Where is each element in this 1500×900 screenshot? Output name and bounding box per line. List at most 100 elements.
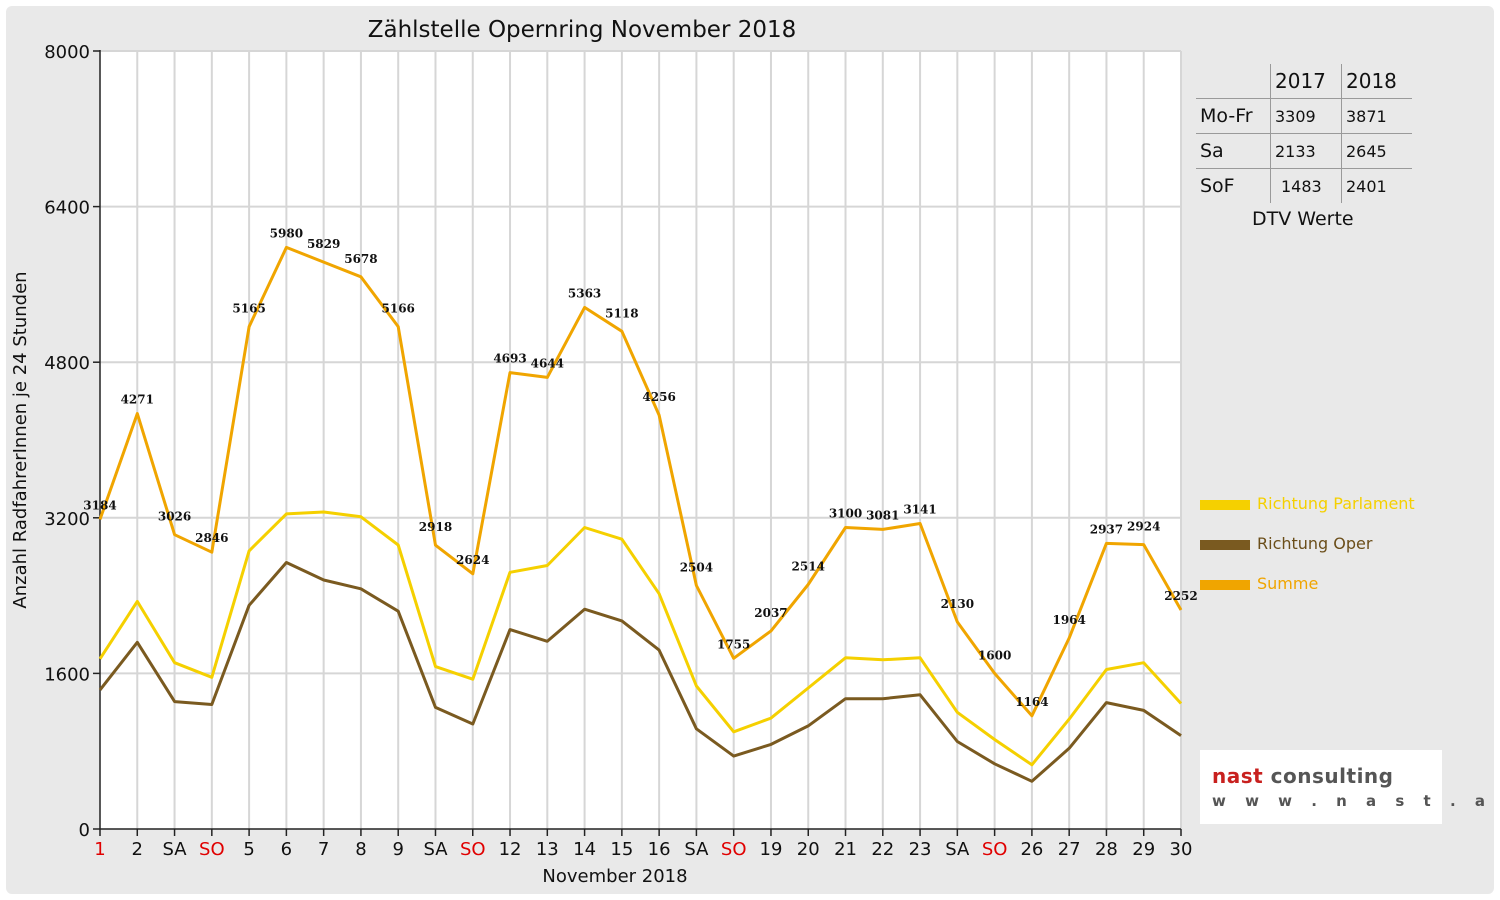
data-label: 2918 — [419, 520, 452, 534]
series-line-summe — [98, 245, 1183, 718]
x-tick-label: 28 — [1095, 839, 1118, 860]
y-tick-label: 1600 — [44, 664, 90, 685]
dtv-row-mofr: Mo-Fr 3309 3871 — [1196, 98, 1412, 134]
series-line-richtung-parlament — [98, 510, 1183, 767]
legend-swatch-summe — [1200, 580, 1250, 590]
y-axis-label: Anzahl RadfahrerInnen je 24 Stunden — [10, 271, 31, 608]
x-tick-label: SO — [982, 839, 1008, 860]
x-tick-label: SA — [423, 839, 448, 860]
x-tick-label: 27 — [1058, 839, 1081, 860]
data-label: 5363 — [568, 286, 601, 300]
data-label: 2130 — [941, 597, 974, 611]
data-label: 1755 — [717, 637, 750, 651]
dtv-table: 2017 2018 Mo-Fr 3309 3871 Sa 2133 2645 S… — [1196, 64, 1416, 203]
x-tick-label: 8 — [355, 839, 366, 860]
x-tick-label: 21 — [834, 839, 857, 860]
data-label: 1600 — [978, 648, 1011, 662]
dtv-header-empty — [1196, 64, 1271, 99]
logo-wordmark: nast consulting — [1212, 764, 1393, 788]
x-tick-label: 30 — [1170, 839, 1193, 860]
series-line-richtung-oper — [98, 561, 1182, 783]
dtv-row-label: SoF — [1196, 168, 1271, 203]
logo-url: w w w . n a s t . a t — [1212, 792, 1500, 810]
x-tick-label: 13 — [536, 839, 559, 860]
x-tick-label: 6 — [281, 839, 292, 860]
x-tick-label: 9 — [392, 839, 403, 860]
x-tick-label: 16 — [648, 839, 671, 860]
data-label: 5678 — [344, 252, 377, 266]
data-label: 2037 — [754, 606, 787, 620]
y-tick-label: 6400 — [44, 198, 90, 219]
plot-area — [100, 51, 1181, 829]
data-label: 2504 — [680, 560, 713, 574]
data-label: 3184 — [83, 498, 116, 512]
y-tick-label: 4800 — [44, 353, 90, 374]
dtv-value: 1483 — [1270, 168, 1342, 203]
y-tick-label: 3200 — [44, 509, 90, 530]
data-label: 4271 — [121, 393, 154, 407]
data-label: 1964 — [1052, 613, 1085, 627]
data-label: 3081 — [866, 508, 899, 522]
data-label: 4693 — [493, 352, 526, 366]
dtv-header-2018: 2018 — [1341, 64, 1412, 99]
x-tick-label: 29 — [1132, 839, 1155, 860]
legend-label-parlament: Richtung Parlament — [1257, 494, 1415, 513]
x-tick-label: 23 — [909, 839, 932, 860]
y-tick-label: 8000 — [44, 42, 90, 63]
dtv-value: 3309 — [1270, 98, 1342, 134]
data-label: 2252 — [1164, 589, 1197, 603]
legend-swatch-parlament — [1200, 500, 1250, 510]
data-label: 2624 — [456, 553, 489, 567]
x-tick-label: 2 — [132, 839, 143, 860]
legend-label-summe: Summe — [1257, 574, 1319, 593]
x-tick-label: 12 — [499, 839, 522, 860]
data-label: 2937 — [1090, 522, 1123, 536]
dtv-header-2017: 2017 — [1270, 64, 1342, 99]
data-label: 4256 — [642, 390, 675, 404]
series-lines — [98, 245, 1183, 783]
data-label: 3141 — [903, 503, 936, 517]
dtv-header-row: 2017 2018 — [1196, 64, 1412, 99]
dtv-value: 3871 — [1341, 98, 1412, 134]
x-tick-label: 22 — [871, 839, 894, 860]
legend-label-oper: Richtung Oper — [1257, 534, 1373, 553]
x-tick-label: 26 — [1020, 839, 1043, 860]
logo-word-nast: nast — [1212, 764, 1264, 788]
data-labels: 3184 4271 3026 2846 5165 5980 5829 5678 5166 2918… — [83, 226, 1197, 708]
x-tick-label: 1 — [94, 839, 105, 860]
data-label: 3026 — [158, 510, 191, 524]
x-tick-label: SA — [163, 839, 188, 860]
x-tick-label: SA — [945, 839, 970, 860]
x-tick-label: 14 — [573, 839, 596, 860]
data-label: 5165 — [232, 302, 265, 316]
data-label: 2924 — [1127, 520, 1160, 534]
x-tick-label: 15 — [610, 839, 633, 860]
dtv-row-sof: SoF 1483 2401 — [1196, 168, 1412, 203]
dtv-value: 2133 — [1270, 133, 1342, 169]
data-label: 5118 — [605, 306, 638, 320]
y-tick-label: 0 — [79, 820, 90, 841]
x-tick-label: 7 — [318, 839, 329, 860]
x-tick-label: SO — [460, 839, 486, 860]
legend-swatch-oper — [1200, 540, 1250, 550]
x-axis-label: November 2018 — [542, 866, 687, 887]
data-label: 2846 — [195, 531, 228, 545]
dtv-row-sa: Sa 2133 2645 — [1196, 133, 1412, 169]
dtv-value: 2645 — [1341, 133, 1412, 169]
data-label: 5980 — [270, 226, 303, 240]
x-tick-label: 19 — [760, 839, 783, 860]
x-tick-label: 5 — [243, 839, 254, 860]
dtv-row-label: Sa — [1196, 133, 1271, 169]
company-logo: nast consulting w w w . n a s t . a t — [1200, 750, 1500, 824]
x-tick-label: 20 — [797, 839, 820, 860]
data-label: 3100 — [829, 507, 862, 521]
dtv-value: 2401 — [1341, 168, 1412, 203]
logo-word-consulting: consulting — [1270, 764, 1394, 788]
data-label: 5829 — [307, 237, 340, 251]
data-label: 5166 — [382, 302, 415, 316]
x-tick-label: SA — [684, 839, 709, 860]
grid-lines — [100, 50, 1182, 829]
chart-title: Zählstelle Opernring November 2018 — [368, 17, 797, 43]
